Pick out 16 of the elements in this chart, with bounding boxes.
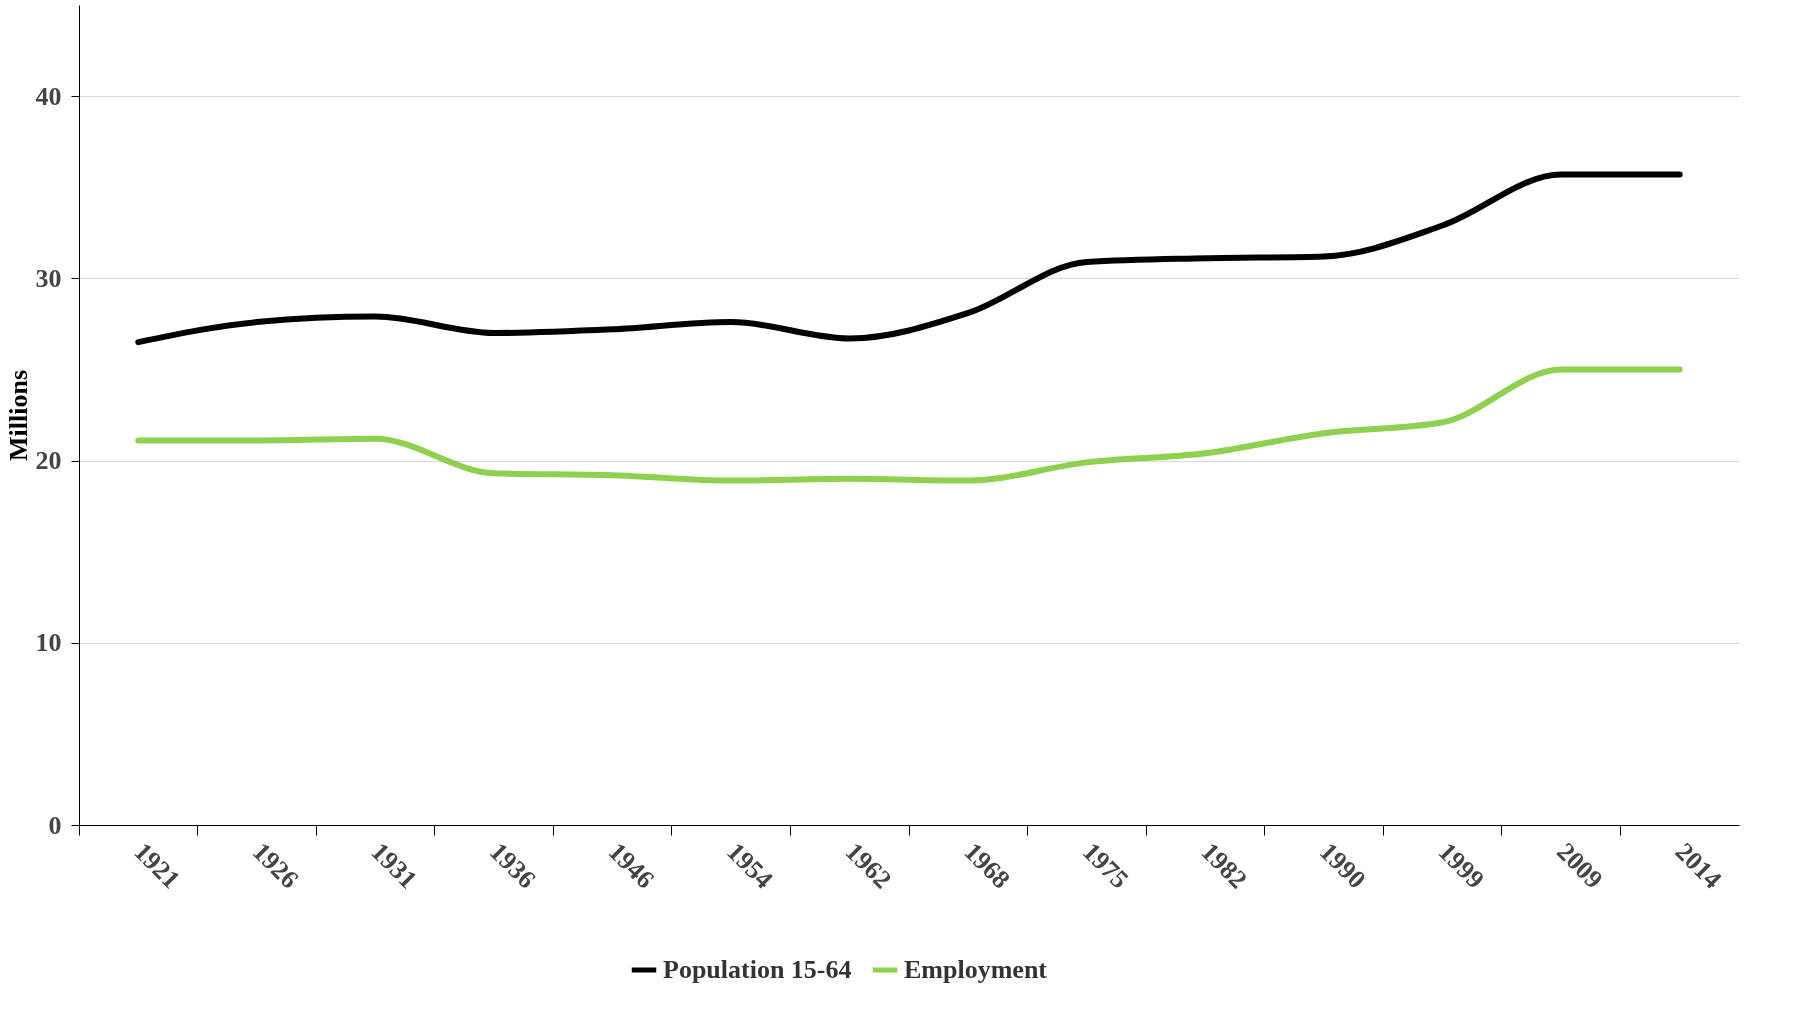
y-tick-label: 30 [35, 263, 62, 293]
x-tick-label: 2009 [1551, 836, 1609, 895]
x-tick-label: 1936 [484, 836, 542, 895]
legend-label: Employment [904, 955, 1048, 984]
y-tick-label: 40 [35, 81, 62, 111]
y-axis-title: Millions [3, 369, 33, 462]
x-tick-label: 1975 [1076, 836, 1135, 895]
x-tick-label: 1946 [602, 836, 660, 895]
legend-label: Population 15-64 [663, 955, 852, 984]
x-tick-label: 1999 [1432, 836, 1490, 895]
x-tick-label: 1926 [246, 836, 305, 895]
y-tick-label: 10 [35, 628, 62, 658]
y-tick-label: 0 [48, 810, 62, 840]
x-tick-label: 1990 [1314, 836, 1372, 895]
x-tick-label: 1968 [958, 836, 1016, 895]
y-tick-label: 20 [35, 446, 62, 476]
